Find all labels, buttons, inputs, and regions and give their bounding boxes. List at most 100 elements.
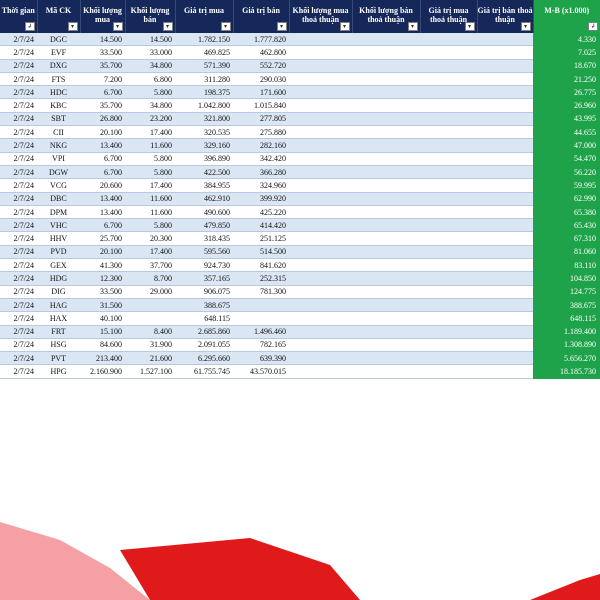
cell-time[interactable]: 2/7/24 — [0, 231, 37, 246]
cell-buy-volume-deal[interactable] — [289, 98, 352, 113]
cell-mb[interactable]: 1.308.890 — [533, 338, 600, 353]
cell-mb[interactable]: 4.330 — [533, 33, 600, 47]
cell-sell-volume[interactable]: 17.400 — [125, 178, 175, 193]
col-header-sell-value[interactable]: Giá trị bán ▾ — [233, 0, 290, 33]
cell-buy-value-deal[interactable] — [420, 298, 477, 313]
col-header-time[interactable]: Thời gian ↲ — [0, 0, 38, 33]
cell-sell-value[interactable]: 251.125 — [233, 231, 289, 246]
cell-buy-volume-deal[interactable] — [289, 258, 352, 273]
cell-buy-value-deal[interactable] — [420, 364, 477, 379]
cell-ticker[interactable]: NKG — [37, 138, 80, 153]
cell-buy-value-deal[interactable] — [420, 231, 477, 246]
filter-dropdown-icon[interactable]: ▾ — [276, 22, 287, 31]
cell-sell-volume-deal[interactable] — [352, 298, 420, 313]
cell-mb[interactable]: 65.430 — [533, 218, 600, 233]
cell-buy-value[interactable]: 906.075 — [175, 285, 233, 299]
cell-sell-volume[interactable]: 29.000 — [125, 285, 175, 299]
cell-sell-volume-deal[interactable] — [352, 258, 420, 273]
cell-sell-volume-deal[interactable] — [352, 72, 420, 87]
cell-buy-volume-deal[interactable] — [289, 311, 352, 326]
cell-sell-volume-deal[interactable] — [352, 351, 420, 366]
cell-buy-volume[interactable]: 14.500 — [80, 33, 125, 47]
cell-sell-value-deal[interactable] — [477, 98, 533, 113]
cell-sell-value[interactable]: 399.920 — [233, 192, 289, 206]
cell-sell-value-deal[interactable] — [477, 311, 533, 326]
cell-buy-volume-deal[interactable] — [289, 112, 352, 127]
cell-time[interactable]: 2/7/24 — [0, 351, 37, 366]
cell-sell-volume-deal[interactable] — [352, 271, 420, 286]
cell-ticker[interactable]: PVT — [37, 351, 80, 366]
cell-time[interactable]: 2/7/24 — [0, 45, 37, 60]
cell-sell-value[interactable] — [233, 311, 289, 326]
cell-buy-volume-deal[interactable] — [289, 205, 352, 220]
cell-ticker[interactable]: VPI — [37, 152, 80, 166]
cell-sell-value-deal[interactable] — [477, 338, 533, 353]
cell-sell-value-deal[interactable] — [477, 258, 533, 273]
cell-buy-volume[interactable]: 20.600 — [80, 178, 125, 193]
cell-sell-volume[interactable]: 5.800 — [125, 165, 175, 180]
cell-sell-volume[interactable]: 11.600 — [125, 192, 175, 206]
cell-sell-value[interactable]: 324.960 — [233, 178, 289, 193]
cell-buy-value-deal[interactable] — [420, 218, 477, 233]
cell-sell-volume-deal[interactable] — [352, 338, 420, 353]
cell-buy-value-deal[interactable] — [420, 125, 477, 140]
cell-buy-volume-deal[interactable] — [289, 192, 352, 206]
cell-buy-volume-deal[interactable] — [289, 298, 352, 313]
cell-buy-value-deal[interactable] — [420, 165, 477, 180]
col-header-buy-volume-deal[interactable]: Khối lượng mua thoả thuận ▾ — [289, 0, 353, 33]
col-header-mb[interactable]: M-B (x1.000) ↲ — [533, 0, 600, 33]
cell-time[interactable]: 2/7/24 — [0, 98, 37, 113]
cell-buy-value[interactable]: 61.755.745 — [175, 364, 233, 379]
cell-buy-volume-deal[interactable] — [289, 231, 352, 246]
cell-buy-volume[interactable]: 25.700 — [80, 231, 125, 246]
cell-sell-value[interactable]: 781.300 — [233, 285, 289, 299]
cell-ticker[interactable]: DIG — [37, 285, 80, 299]
cell-buy-value[interactable]: 2.091.055 — [175, 338, 233, 353]
cell-buy-value-deal[interactable] — [420, 85, 477, 100]
cell-buy-value[interactable]: 6.295.660 — [175, 351, 233, 366]
cell-sell-value-deal[interactable] — [477, 192, 533, 206]
cell-sell-value-deal[interactable] — [477, 112, 533, 127]
cell-mb[interactable]: 54.470 — [533, 152, 600, 166]
cell-sell-value[interactable]: 425.220 — [233, 205, 289, 220]
cell-sell-volume-deal[interactable] — [352, 125, 420, 140]
cell-sell-value[interactable]: 1.777.820 — [233, 33, 289, 47]
cell-buy-value-deal[interactable] — [420, 138, 477, 153]
cell-sell-value-deal[interactable] — [477, 218, 533, 233]
cell-mb[interactable]: 56.220 — [533, 165, 600, 180]
cell-sell-volume[interactable]: 20.300 — [125, 231, 175, 246]
cell-sell-volume-deal[interactable] — [352, 205, 420, 220]
cell-sell-value-deal[interactable] — [477, 245, 533, 260]
cell-buy-volume[interactable]: 26.800 — [80, 112, 125, 127]
cell-ticker[interactable]: DGW — [37, 165, 80, 180]
cell-sell-volume[interactable]: 1.527.100 — [125, 364, 175, 379]
cell-sell-value-deal[interactable] — [477, 205, 533, 220]
cell-buy-value-deal[interactable] — [420, 245, 477, 260]
cell-sell-volume[interactable]: 5.800 — [125, 218, 175, 233]
cell-sell-volume[interactable] — [125, 298, 175, 313]
cell-sell-value[interactable]: 43.570.015 — [233, 364, 289, 379]
cell-buy-volume[interactable]: 6.700 — [80, 152, 125, 166]
col-header-sell-value-deal[interactable]: Giá trị bán thoả thuận ▾ — [477, 0, 534, 33]
cell-buy-volume-deal[interactable] — [289, 285, 352, 299]
cell-mb[interactable]: 43.995 — [533, 112, 600, 127]
cell-sell-volume-deal[interactable] — [352, 33, 420, 47]
cell-time[interactable]: 2/7/24 — [0, 218, 37, 233]
cell-time[interactable]: 2/7/24 — [0, 178, 37, 193]
cell-buy-value[interactable]: 924.730 — [175, 258, 233, 273]
cell-buy-volume[interactable]: 40.100 — [80, 311, 125, 326]
cell-sell-volume-deal[interactable] — [352, 45, 420, 60]
cell-ticker[interactable]: DGC — [37, 33, 80, 47]
cell-sell-volume-deal[interactable] — [352, 138, 420, 153]
cell-mb[interactable]: 5.656.270 — [533, 351, 600, 366]
cell-buy-value-deal[interactable] — [420, 72, 477, 87]
cell-ticker[interactable]: VCG — [37, 178, 80, 193]
cell-mb[interactable]: 67.310 — [533, 231, 600, 246]
cell-sell-volume[interactable]: 31.900 — [125, 338, 175, 353]
cell-sell-value-deal[interactable] — [477, 364, 533, 379]
filter-dropdown-icon[interactable]: ▾ — [67, 22, 78, 31]
cell-sell-value-deal[interactable] — [477, 351, 533, 366]
cell-sell-volume[interactable]: 17.400 — [125, 125, 175, 140]
cell-time[interactable]: 2/7/24 — [0, 165, 37, 180]
cell-sell-volume[interactable]: 34.800 — [125, 98, 175, 113]
